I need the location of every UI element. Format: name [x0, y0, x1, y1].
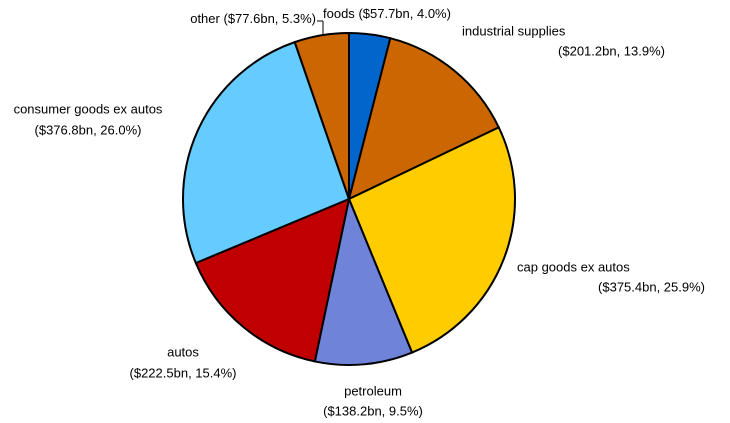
category-label: foods [323, 6, 355, 21]
category-label: consumer goods ex autos [14, 101, 163, 116]
slice-label: other ($77.6bn, 5.3%) [190, 11, 316, 26]
value-label: ($376.8bn, 26.0%) [35, 122, 142, 137]
category-label: petroleum [344, 383, 402, 398]
value-label: ($222.5bn, 15.4%) [130, 365, 237, 380]
value-label: ($138.2bn, 9.5%) [323, 403, 423, 418]
pie-slice [194, 197, 351, 363]
category-label: industrial supplies [462, 23, 566, 38]
pie-slice [347, 126, 516, 354]
slice-label: foods ($57.7bn, 4.0%) [323, 6, 451, 21]
pie-slice [313, 195, 414, 366]
pie-slice [182, 40, 351, 265]
category-label: autos [167, 344, 199, 359]
pie-slice [347, 36, 501, 201]
value-label: ($77.6bn, 5.3%) [223, 11, 316, 26]
pie-slice [293, 31, 350, 200]
value-label: ($201.2bn, 13.9%) [558, 43, 665, 58]
category-label: cap goods ex autos [517, 259, 630, 274]
value-label: ($375.4bn, 25.9%) [598, 279, 705, 294]
value-label: ($57.7bn, 4.0%) [358, 6, 451, 21]
category-label: other [190, 11, 220, 26]
